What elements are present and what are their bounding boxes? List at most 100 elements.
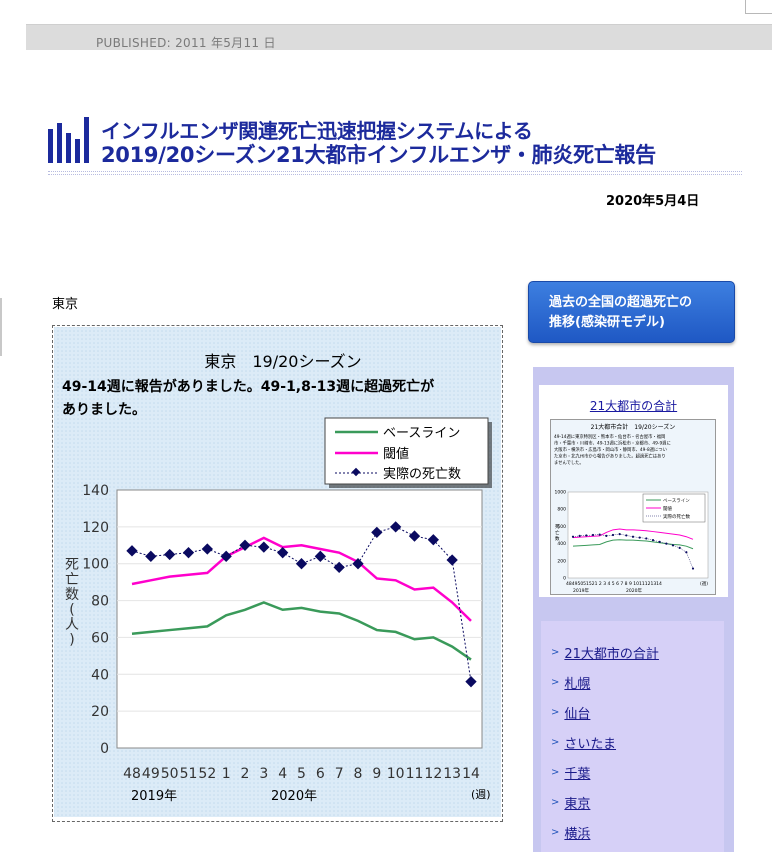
chart-legend: ベースライン 閾値 実際の死亡数	[324, 417, 492, 488]
thumb-actual-point	[625, 534, 628, 537]
actual-deaths-point	[446, 554, 458, 566]
legend-threshold: 閾値	[383, 446, 409, 462]
y-axis-label-char: 亡	[65, 572, 79, 588]
city-nav: >21大都市の合計 > 札幌 > 仙台 > さいたま > 千葉 > 東京 > 横浜	[541, 621, 724, 852]
thumb-actual-point	[585, 534, 588, 537]
thumb-y-axis-label-char: 死	[555, 524, 560, 530]
actual-deaths-point	[333, 561, 345, 574]
plot-area	[116, 489, 483, 749]
title-divider	[48, 171, 742, 175]
thumb-actual-point	[685, 551, 688, 554]
thumb-y-tick-label: 200	[557, 558, 566, 564]
y-tick-label: 100	[82, 557, 109, 573]
sidebar: 21大都市の合計 21大都市合計 19/20シーズン 49-14週に東京特別区・…	[533, 367, 734, 852]
thumb-y-tick-label: 600	[557, 524, 566, 530]
side-button-line-2: 推移(感染研モデル)	[549, 315, 665, 330]
thumb-legend-threshold: 閾値	[663, 505, 672, 512]
report-date: 2020年5月4日	[606, 194, 700, 209]
thumb-legend: ベースライン 閾値 実際の死亡数	[642, 493, 706, 523]
chevron-right-icon: >	[551, 737, 560, 748]
thumb-y-tick-label: 0	[563, 576, 566, 582]
x-tick-label: 50	[161, 766, 179, 782]
title-line-1: インフルエンザ関連死亡迅速把握システムによる	[101, 119, 533, 143]
nav-item-yokohama[interactable]: > 横浜	[551, 827, 591, 842]
published-text: PUBLISHED: 2011 年5月11 日	[96, 36, 276, 50]
thumb-actual-point	[665, 542, 668, 545]
thumb-actual-point	[598, 533, 601, 536]
thumb-actual-point	[611, 533, 615, 537]
x-tick-label: 4	[278, 766, 287, 782]
title-bars-icon	[48, 117, 92, 163]
actual-deaths-point	[201, 543, 213, 555]
thumb-actual-point	[678, 546, 681, 549]
thumb-y-tick-label: 800	[557, 507, 566, 513]
chevron-right-icon: >	[551, 647, 560, 658]
past-excess-deaths-button[interactable]: 過去の全国の超過死亡の 推移(感染研モデル)	[528, 281, 735, 343]
edge-marker	[0, 298, 2, 356]
x-tick-label: 48	[123, 766, 141, 782]
x-unit: (週)	[471, 788, 491, 801]
page-title: インフルエンザ関連死亡迅速把握システムによる 2019/20シーズン21大都市イ…	[48, 113, 748, 175]
published-bar: PUBLISHED: 2011 年5月11 日	[26, 24, 772, 50]
x-tick-label: 52	[198, 766, 216, 782]
x-tick-label: 13	[443, 766, 461, 782]
tokyo-chart-svg: 東京 19/20シーズン 49-14週に報告がありました。49-1,8-13週に…	[54, 327, 501, 817]
x-year-2019: 2019年	[131, 789, 177, 804]
actual-deaths-point	[465, 676, 477, 688]
thumbnail-chart[interactable]: 21大都市合計 19/20シーズン 49-14週に東京特別区・熊本市・仙台市・名…	[550, 419, 716, 595]
x-tick-label: 6	[316, 766, 325, 782]
actual-deaths-point	[371, 526, 383, 539]
side-button-line-1: 過去の全国の超過死亡の	[549, 295, 693, 310]
x-tick-label: 1	[222, 766, 231, 782]
thumb-note-line: た京市・北九州市から報告がありました。超過死亡はあり	[554, 453, 666, 460]
chevron-right-icon: >	[551, 677, 560, 688]
chart-note-line-1: 49-14週に報告がありました。49-1,8-13週に超過死亡が	[62, 378, 435, 395]
thumb-actual-point	[605, 534, 608, 537]
thumb-actual-point	[671, 544, 675, 547]
nav-item-sapporo[interactable]: > 札幌	[551, 677, 591, 692]
thumb-x-labels: 48495051521 2 3 4 5 6 7 8 9 1011121314	[566, 581, 662, 587]
chart-note-line-2: ありました。	[62, 402, 146, 418]
chevron-right-icon: >	[551, 827, 560, 838]
thumb-actual-point	[618, 533, 621, 536]
nav-item-tokyo[interactable]: > 東京	[551, 797, 591, 812]
actual-deaths-point	[277, 547, 289, 559]
thumb-actual-point	[578, 534, 581, 537]
y-tick-label: 20	[91, 704, 109, 720]
thumbnail-chart-svg: 21大都市合計 19/20シーズン 49-14週に東京特別区・熊本市・仙台市・名…	[554, 423, 708, 594]
nav-item-chiba[interactable]: > 千葉	[551, 767, 591, 782]
y-tick-label: 60	[91, 630, 109, 646]
y-axis-label-char: )	[69, 632, 74, 648]
nav-item-saitama[interactable]: > さいたま	[551, 737, 617, 752]
actual-deaths-point	[164, 548, 176, 561]
tokyo-chart: 東京 19/20シーズン 49-14週に報告がありました。49-1,8-13週に…	[52, 325, 503, 822]
nav-item-21-cities[interactable]: >21大都市の合計	[551, 647, 659, 662]
thumb-y-axis-label-char: 数	[555, 535, 560, 542]
thumb-actual-point	[651, 539, 655, 542]
y-axis-label-char: 数	[65, 587, 79, 603]
x-tick-label: 7	[335, 766, 344, 782]
thumb-actual-point	[645, 537, 648, 540]
y-axis-label-char: (	[69, 602, 74, 618]
nav-item-sendai[interactable]: > 仙台	[551, 707, 591, 722]
thumbnail-link-21-cities[interactable]: 21大都市の合計	[589, 399, 678, 413]
x-year-2020: 2020年	[271, 789, 317, 804]
actual-deaths-point	[427, 534, 439, 546]
x-tick-label: 2	[241, 766, 250, 782]
thumb-legend-baseline: ベースライン	[663, 498, 690, 504]
legend-actual-marker	[351, 467, 361, 477]
thumb-y-tick-label: 1000	[555, 490, 567, 496]
thumb-legend-actual: 実際の死亡数	[663, 513, 690, 520]
series-line-0	[131, 601, 472, 661]
x-tick-label: 49	[142, 766, 160, 782]
thumb-x-unit: (週)	[700, 580, 708, 587]
chevron-right-icon: >	[551, 797, 560, 808]
thumbnail-panel: 21大都市の合計 21大都市合計 19/20シーズン 49-14週に東京特別区・…	[539, 385, 728, 597]
legend-baseline: ベースライン	[383, 426, 460, 441]
x-tick-label: 5	[297, 766, 306, 782]
y-axis-label-char: 死	[65, 557, 79, 573]
y-tick-label: 140	[82, 483, 109, 499]
thumb-actual-point	[691, 567, 695, 570]
actual-deaths-point	[390, 521, 402, 533]
thumb-note-line: 市・千葉市・川崎市、49-13週に浜松市・京都市、49-9週に	[554, 440, 671, 447]
